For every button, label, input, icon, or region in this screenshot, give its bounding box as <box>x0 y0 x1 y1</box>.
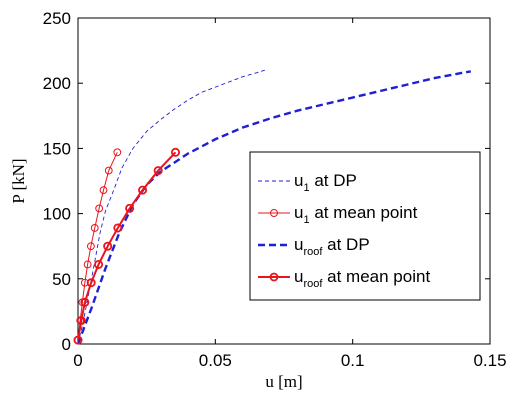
data-point <box>86 278 96 288</box>
series-3 <box>76 70 471 345</box>
x-axis-ticks: 0 0.05 0.1 0.15 <box>73 18 507 370</box>
legend-box <box>249 151 481 301</box>
legend-item: u1 at mean point <box>258 203 418 226</box>
legend-marker <box>269 272 279 282</box>
data-point <box>76 316 86 326</box>
legend-items: u1 at DP u1 at mean point uroof at DP uroof… <box>258 171 430 290</box>
data-point <box>113 148 122 157</box>
y-axis-ticks: 0 50 100 150 200 250 <box>43 9 490 354</box>
y-tick-label: 150 <box>43 139 71 158</box>
legend-label: u1 at mean point <box>294 203 418 226</box>
x-tick-label: 0.15 <box>473 351 506 370</box>
series-1 <box>77 69 265 345</box>
legend-item: uroof at DP <box>258 235 370 258</box>
x-tick-label: 0.1 <box>341 351 365 370</box>
data-point <box>83 260 92 269</box>
series-line <box>77 152 118 341</box>
y-tick-label: 100 <box>43 205 71 224</box>
data-point <box>73 335 83 345</box>
data-point <box>80 297 90 307</box>
data-point <box>125 203 135 213</box>
data-point <box>103 241 113 251</box>
y-tick-label: 250 <box>43 9 71 28</box>
data-point <box>99 186 108 195</box>
legend-label: uroof at DP <box>294 235 370 258</box>
legend-item: uroof at mean point <box>258 267 430 290</box>
series-layer <box>73 69 471 345</box>
data-point <box>90 224 99 232</box>
data-point <box>113 223 123 233</box>
data-point <box>153 166 163 176</box>
series-line <box>77 69 265 345</box>
legend-label: u1 at DP <box>294 171 357 194</box>
legend-label: uroof at mean point <box>294 267 430 290</box>
series-line <box>77 151 177 341</box>
legend-item: u1 at DP <box>258 171 357 194</box>
data-point <box>95 204 104 213</box>
x-tick-label: 0.05 <box>199 351 232 370</box>
series-line <box>76 70 471 345</box>
x-axis-title: u [m] <box>265 372 302 391</box>
y-tick-label: 50 <box>52 270 71 289</box>
y-axis-title: P [kN] <box>9 158 28 203</box>
data-point <box>138 185 148 195</box>
x-tick-label: 0 <box>73 351 82 370</box>
series-4 <box>73 147 181 345</box>
y-tick-label: 200 <box>43 74 71 93</box>
data-point <box>171 147 181 157</box>
data-point <box>87 242 95 251</box>
legend-marker <box>270 209 278 217</box>
legend: u1 at DP u1 at mean point uroof at DP uroof… <box>249 151 481 301</box>
data-point <box>104 166 113 175</box>
data-point <box>94 259 104 269</box>
y-tick-label: 0 <box>62 335 71 354</box>
